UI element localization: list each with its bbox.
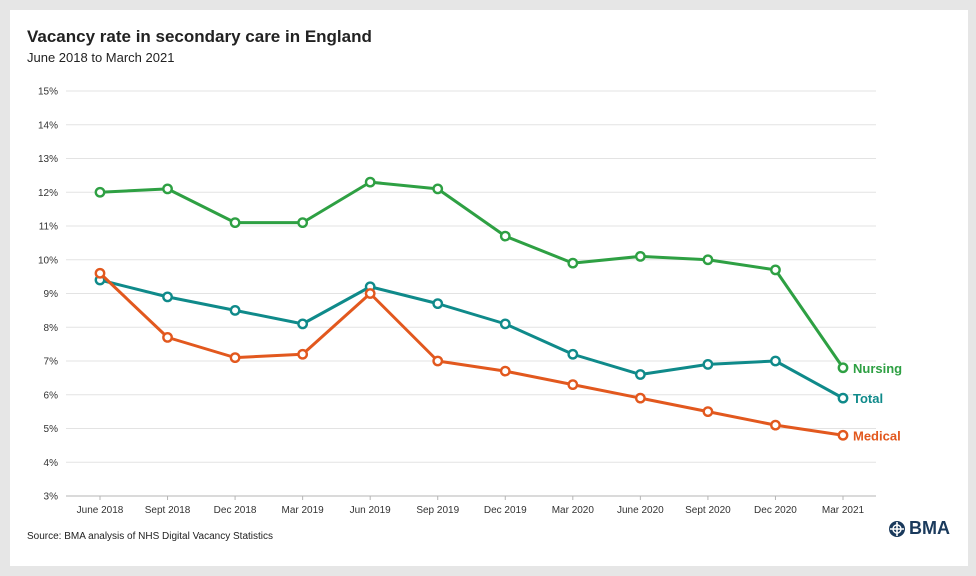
x-tick-label: Mar 2020: [552, 505, 595, 516]
data-point-nursing: [567, 257, 579, 269]
series-label-medical: Medical: [853, 428, 901, 443]
data-point-medical: [229, 352, 241, 364]
data-point-medical: [499, 365, 511, 377]
y-tick-label: 9%: [44, 289, 59, 300]
y-tick-label: 8%: [44, 323, 59, 334]
y-tick-label: 12%: [38, 188, 58, 199]
series-line-nursing: [99, 180, 845, 369]
data-point-nursing: [770, 264, 781, 276]
data-point-nursing: [229, 217, 241, 229]
series-label-nursing: Nursing: [853, 361, 902, 376]
data-point-medical: [702, 406, 714, 418]
y-tick-label: 11%: [39, 222, 58, 233]
y-axis-ticks: 3% 4% 5% 6% 7% 8% 9% 10% 11% 12% 13% 14% 15%: [38, 87, 58, 503]
data-point-medical: [770, 419, 781, 431]
y-tick-label: 4%: [44, 458, 59, 469]
data-point-total: [297, 318, 309, 330]
data-point-nursing: [837, 362, 849, 374]
data-point-medical: [634, 392, 646, 404]
series-line-total: [99, 278, 844, 400]
data-point-total: [770, 355, 781, 367]
data-point-medical: [364, 288, 376, 299]
data-point-total: [702, 358, 714, 370]
data-point-nursing: [499, 230, 511, 242]
grid-lines: [66, 90, 876, 497]
x-axis-ticks: June 2018 Sept 2018 Dec 2018 Mar 2019 Jun 20…: [77, 496, 865, 516]
logo-text: BMA: [909, 518, 950, 538]
x-tick-label: June 2018: [77, 505, 124, 516]
data-point-nursing: [162, 183, 173, 195]
data-point-nursing: [634, 250, 646, 262]
x-tick-label: Jun 2019: [350, 505, 392, 516]
data-point-medical: [297, 348, 309, 360]
chart-subtitle: June 2018 to March 2021: [27, 50, 175, 65]
data-point-total: [229, 304, 241, 316]
y-tick-label: 15%: [38, 87, 58, 98]
y-tick-label: 14%: [38, 120, 58, 131]
y-tick-label: 13%: [38, 154, 58, 165]
data-point-nursing: [432, 183, 444, 195]
x-tick-label: June 2020: [617, 505, 664, 516]
source-note: Source: BMA analysis of NHS Digital Vaca…: [27, 531, 274, 542]
series-group: Nursing Total Medical: [94, 176, 902, 443]
data-point-total: [499, 318, 511, 330]
y-tick-label: 5%: [44, 424, 59, 435]
y-tick-label: 7%: [44, 357, 59, 368]
data-point-total: [634, 369, 646, 380]
data-point-medical: [94, 267, 106, 279]
y-tick-label: 10%: [38, 255, 58, 266]
data-point-medical: [837, 429, 849, 441]
chart-card: [10, 10, 968, 566]
data-point-nursing: [364, 176, 376, 188]
series-line-medical: [98, 272, 844, 437]
data-point-total: [837, 392, 849, 404]
bma-crest-icon: [889, 520, 905, 537]
bma-logo: BMA: [888, 518, 950, 539]
data-point-medical: [432, 355, 444, 367]
y-tick-label: 3%: [44, 492, 59, 503]
data-point-medical: [162, 331, 173, 343]
x-tick-label: Sep 2019: [416, 505, 459, 516]
data-point-nursing: [297, 217, 309, 229]
series-label-total: Total: [853, 391, 883, 406]
x-tick-label: Dec 2020: [754, 505, 797, 516]
data-point-medical: [567, 379, 579, 391]
x-tick-label: Sept 2020: [685, 505, 731, 516]
x-tick-label: Mar 2019: [282, 505, 325, 516]
data-point-total: [162, 291, 173, 303]
data-point-total: [567, 348, 579, 360]
data-point-nursing: [702, 254, 714, 266]
data-point-nursing: [94, 186, 106, 198]
y-tick-label: 6%: [44, 390, 59, 401]
x-tick-label: Dec 2019: [484, 505, 527, 516]
chart-title: Vacancy rate in secondary care in Englan…: [27, 27, 372, 46]
x-tick-label: Mar 2021: [822, 505, 865, 516]
data-point-total: [432, 298, 444, 310]
x-tick-label: Sept 2018: [145, 505, 191, 516]
x-tick-label: Dec 2018: [214, 505, 257, 516]
